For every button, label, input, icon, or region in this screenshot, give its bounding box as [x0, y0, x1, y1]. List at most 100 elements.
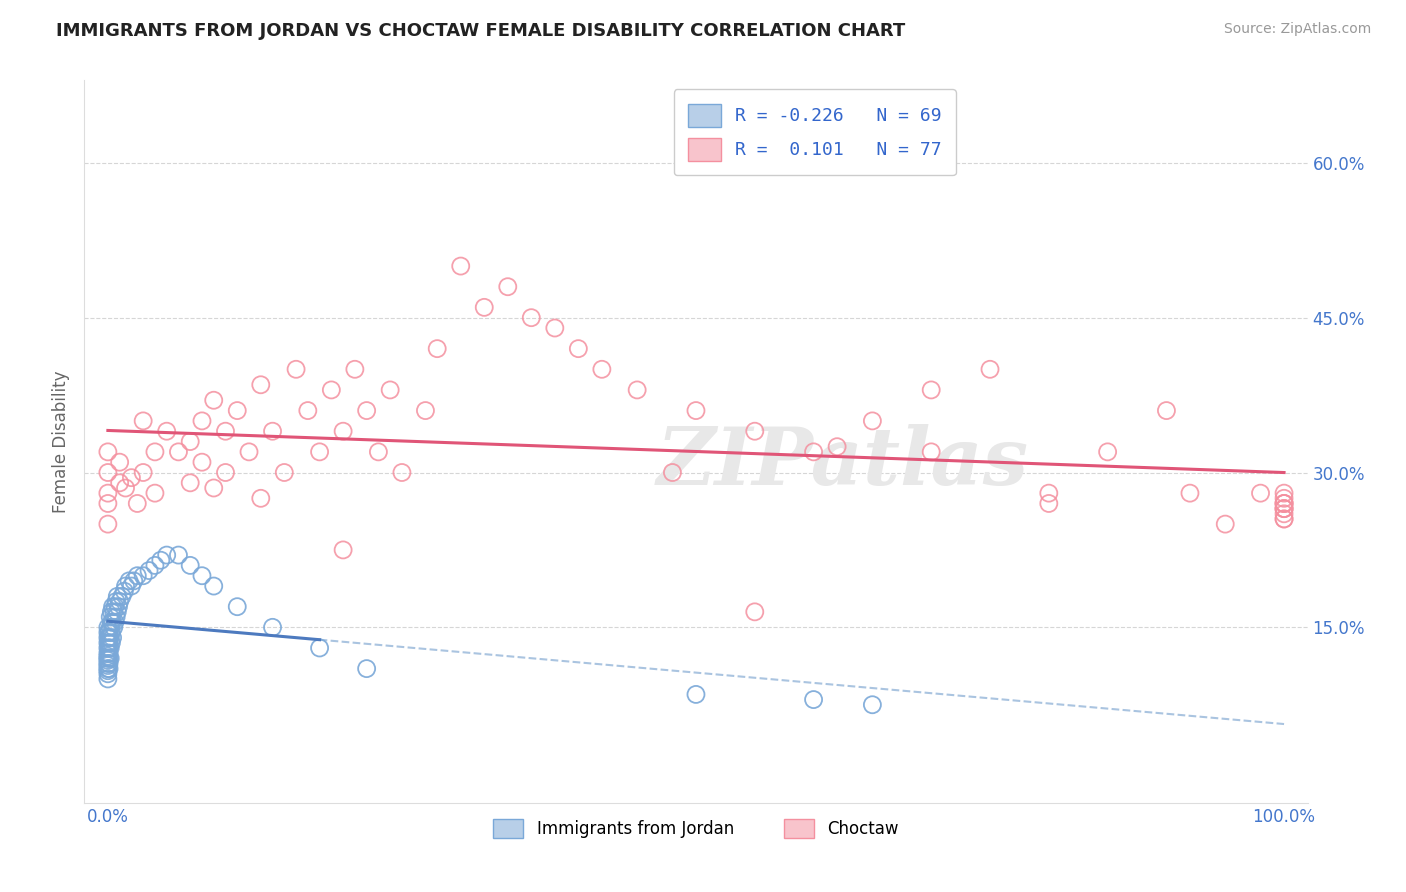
Point	[567, 342, 589, 356]
Point	[97, 649, 120, 664]
Point	[249, 491, 271, 506]
Point	[226, 599, 249, 614]
Point	[803, 445, 825, 459]
Point	[367, 445, 389, 459]
Point	[97, 445, 120, 459]
Point	[98, 620, 121, 634]
Point	[167, 445, 190, 459]
Point	[108, 475, 131, 490]
Point	[1038, 486, 1060, 500]
Point	[1272, 491, 1295, 506]
Point	[249, 377, 271, 392]
Point	[120, 579, 142, 593]
Point	[98, 610, 121, 624]
Point	[214, 466, 236, 480]
Point	[97, 672, 120, 686]
Point	[308, 640, 330, 655]
Point	[744, 424, 766, 438]
Text: ZIPatlas: ZIPatlas	[657, 425, 1029, 502]
Point	[544, 321, 567, 335]
Point	[97, 657, 120, 671]
Point	[104, 599, 127, 614]
Point	[920, 383, 942, 397]
Point	[1272, 486, 1295, 500]
Point	[122, 574, 145, 588]
Point	[321, 383, 343, 397]
Point	[1272, 501, 1295, 516]
Point	[450, 259, 472, 273]
Point	[979, 362, 1001, 376]
Point	[97, 666, 120, 681]
Point	[380, 383, 402, 397]
Point	[138, 564, 160, 578]
Point	[226, 403, 249, 417]
Point	[191, 455, 214, 469]
Point	[1097, 445, 1119, 459]
Point	[105, 590, 128, 604]
Point	[97, 640, 120, 655]
Point	[101, 615, 124, 630]
Point	[105, 594, 128, 608]
Point	[97, 631, 120, 645]
Point	[167, 548, 190, 562]
Point	[391, 466, 413, 480]
Point	[285, 362, 308, 376]
Point	[179, 434, 201, 449]
Point	[825, 440, 848, 454]
Point	[356, 403, 378, 417]
Point	[685, 687, 707, 701]
Point	[98, 640, 121, 655]
Point	[803, 692, 825, 706]
Point	[98, 631, 121, 645]
Point	[149, 553, 172, 567]
Point	[297, 403, 319, 417]
Point	[143, 486, 166, 500]
Point	[1272, 496, 1295, 510]
Point	[520, 310, 543, 325]
Point	[114, 481, 136, 495]
Point	[98, 651, 121, 665]
Point	[100, 605, 122, 619]
Point	[98, 657, 121, 671]
Point	[1178, 486, 1201, 500]
Point	[104, 615, 127, 630]
Point	[343, 362, 366, 376]
Point	[97, 646, 120, 660]
Point	[97, 517, 120, 532]
Point	[744, 605, 766, 619]
Point	[103, 605, 125, 619]
Point	[191, 414, 214, 428]
Point	[101, 631, 124, 645]
Point	[98, 640, 121, 655]
Point	[1272, 507, 1295, 521]
Point	[1272, 501, 1295, 516]
Point	[238, 445, 260, 459]
Point	[127, 496, 149, 510]
Point	[132, 568, 155, 582]
Point	[860, 414, 883, 428]
Point	[132, 414, 155, 428]
Point	[97, 658, 120, 673]
Point	[1272, 496, 1295, 510]
Point	[202, 393, 225, 408]
Point	[98, 646, 121, 660]
Point	[1156, 403, 1178, 417]
Point	[332, 424, 354, 438]
Point	[108, 594, 131, 608]
Point	[105, 605, 128, 619]
Point	[100, 625, 122, 640]
Point	[179, 475, 201, 490]
Point	[118, 574, 141, 588]
Point	[112, 584, 135, 599]
Point	[120, 471, 142, 485]
Point	[103, 620, 125, 634]
Point	[472, 301, 495, 315]
Legend: Immigrants from Jordan, Choctaw: Immigrants from Jordan, Choctaw	[486, 813, 905, 845]
Text: IMMIGRANTS FROM JORDAN VS CHOCTAW FEMALE DISABILITY CORRELATION CHART: IMMIGRANTS FROM JORDAN VS CHOCTAW FEMALE…	[56, 22, 905, 40]
Point	[860, 698, 883, 712]
Point	[1272, 501, 1295, 516]
Point	[685, 403, 707, 417]
Point	[626, 383, 648, 397]
Point	[179, 558, 201, 573]
Point	[101, 599, 124, 614]
